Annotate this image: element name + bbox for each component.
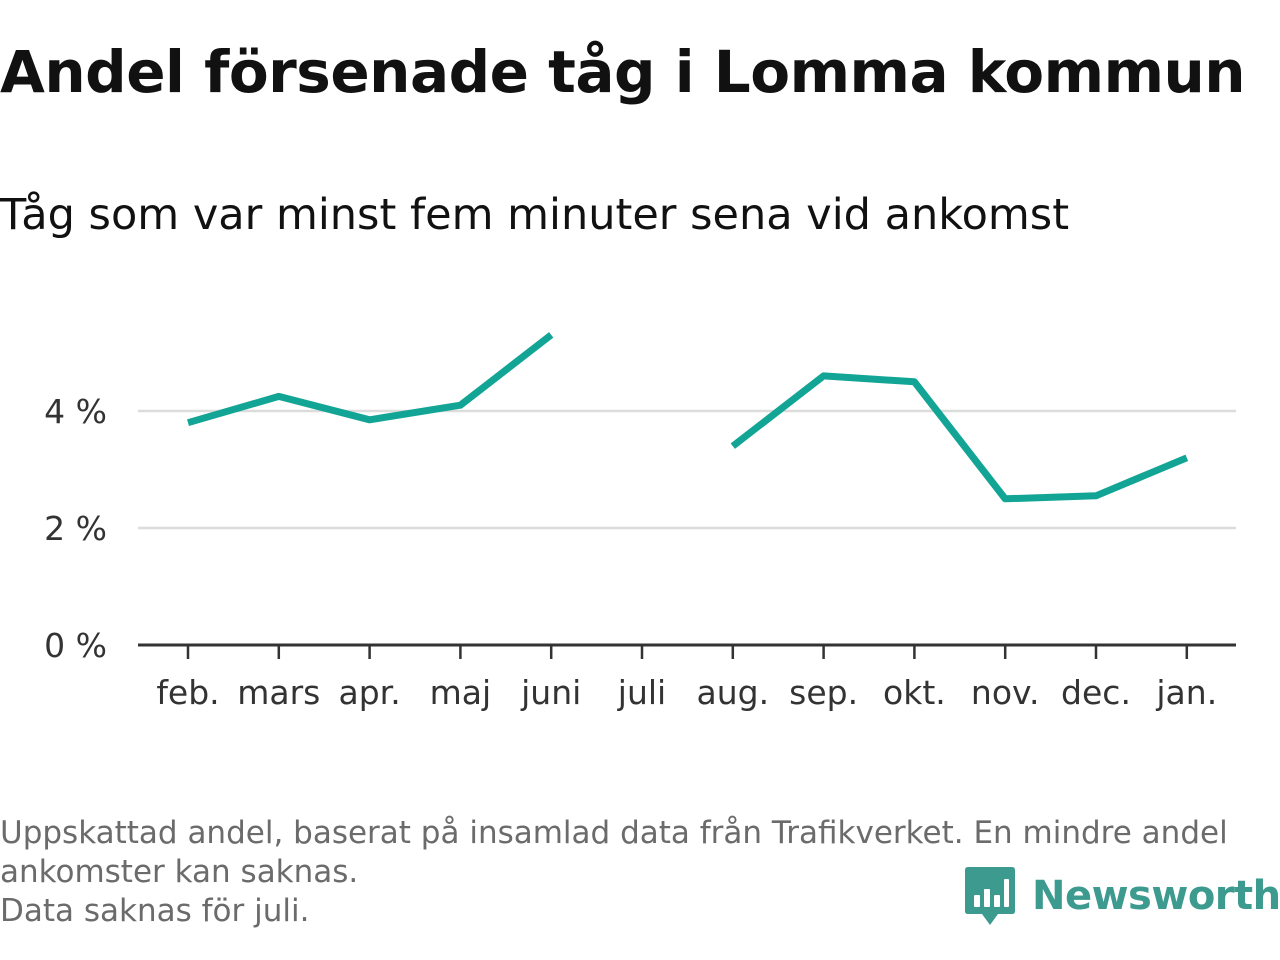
x-tick-label: dec.	[1061, 673, 1131, 712]
newsworthy-logo-text: Newsworthy	[1032, 873, 1280, 919]
x-tick-label: maj	[430, 673, 492, 712]
y-tick-label: 4 %	[44, 392, 107, 431]
x-tick-label: juli	[617, 673, 666, 712]
x-tick-label: aug.	[697, 673, 770, 712]
chart-subtitle: Tåg som var minst fem minuter sena vid a…	[0, 190, 1070, 240]
x-tick-label: nov.	[971, 673, 1040, 712]
series-line-segment-2	[730, 372, 1189, 503]
x-tick-label: juni	[520, 673, 581, 712]
series-line-segment-1	[187, 332, 554, 427]
newsworthy-logo: Newsworthy	[964, 864, 1280, 928]
footnote-line-1: Uppskattad andel, baserat på insamlad da…	[0, 815, 1228, 851]
x-tick-label: jan.	[1155, 673, 1217, 712]
y-tick-label: 0 %	[44, 626, 107, 665]
footnote-line-3: Data saknas för juli.	[0, 893, 310, 929]
x-tick-label: mars	[237, 673, 320, 712]
x-tick-label: okt.	[883, 673, 946, 712]
x-tick-label: feb.	[156, 673, 219, 712]
chart-title: Andel försenade tåg i Lomma kommun	[0, 38, 1246, 106]
footnote-line-2: ankomster kan saknas.	[0, 854, 359, 890]
y-tick-label: 2 %	[44, 509, 107, 548]
x-tick-label: apr.	[338, 673, 400, 712]
newsworthy-logo-icon	[965, 867, 1015, 925]
footnote: Uppskattad andel, baserat på insamlad da…	[0, 814, 1270, 931]
x-tick-label: sep.	[789, 673, 858, 712]
